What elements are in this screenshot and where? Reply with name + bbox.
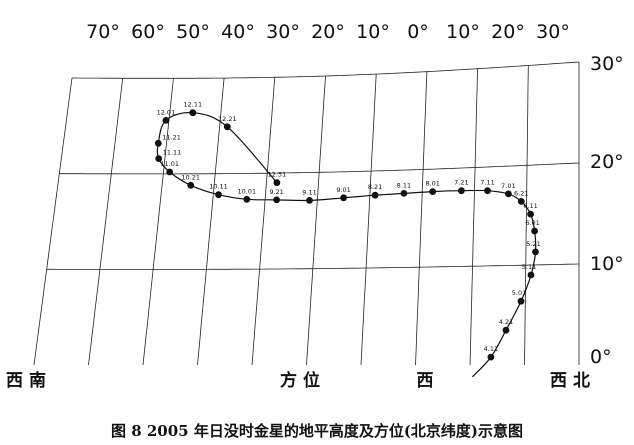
data-point [527, 271, 535, 279]
data-point [166, 168, 174, 176]
azimuth-gridline [142, 78, 174, 366]
azimuth-tick-label: 30° [536, 21, 570, 43]
azimuth-tick-label: 70° [86, 21, 120, 43]
data-point-label: 7.11 [480, 179, 494, 187]
azimuth-gridline [360, 74, 377, 366]
data-point-label: 10.01 [237, 187, 256, 195]
azimuth-gridline [415, 71, 428, 366]
data-point-label: 7.21 [454, 179, 468, 187]
azimuth-direction-label: 西 [417, 371, 434, 391]
data-point [505, 190, 512, 198]
data-point-label: 9.21 [269, 188, 283, 196]
data-point [458, 187, 465, 195]
altitude-tick-label: 20° [590, 151, 624, 173]
data-point [531, 227, 538, 235]
data-point-label: 12.11 [183, 101, 202, 109]
data-point [273, 196, 280, 204]
azimuth-tick-label: 20° [311, 21, 345, 43]
data-point [187, 181, 195, 189]
data-point-label: 9.01 [336, 186, 350, 194]
data-point [243, 195, 251, 203]
altitude-tick-label: 10° [590, 253, 624, 275]
data-point [371, 191, 379, 199]
azimuth-tick-label: 20° [491, 21, 525, 43]
azimuth-tick-label: 10° [446, 21, 480, 43]
data-point [155, 155, 163, 163]
data-point [517, 297, 525, 305]
data-point [154, 139, 162, 147]
azimuth-tick-label: 30° [266, 21, 300, 43]
chart-tick-labels: 70° 60° 50° 40° 30° 20° 10° 0° 10° 20° 30° 30° 20° 10… [86, 21, 624, 368]
data-point [189, 109, 197, 117]
data-point [273, 179, 281, 187]
data-point [532, 248, 539, 256]
data-point [527, 210, 534, 218]
azimuth-gridline [306, 75, 326, 366]
venus-track-line [156, 111, 537, 378]
data-point [400, 190, 408, 197]
chart-grid [33, 61, 580, 366]
azimuth-gridline [88, 78, 124, 366]
data-point-label: 12.31 [268, 171, 287, 179]
data-point-label: 10.11 [209, 183, 228, 191]
altitude-tick-label: 30° [590, 53, 624, 75]
data-point [223, 123, 231, 131]
azimuth-tick-label: 0° [407, 21, 429, 43]
data-point-label: 7.01 [501, 182, 515, 190]
data-point [517, 198, 525, 205]
data-point [306, 197, 313, 204]
data-point [162, 117, 170, 124]
data-point-label: 4.21 [499, 318, 513, 326]
azimuth-direction-label: 西 南 [6, 370, 46, 391]
azimuth-tick-label: 60° [131, 21, 165, 43]
data-point [502, 326, 510, 334]
altitude-gridline [59, 162, 580, 175]
figure-caption: 图 8 2005 年日没时金星的地平高度及方位(北京纬度)示意图 [110, 422, 524, 440]
data-point [429, 188, 437, 196]
data-point-label: 6.01 [525, 219, 539, 227]
chart-curve [156, 111, 537, 378]
altitude-tick-label: 0° [590, 346, 612, 368]
data-point-label: 9.11 [302, 188, 316, 196]
data-point-label: 8.11 [397, 181, 411, 189]
azimuth-gridline [524, 65, 529, 366]
data-point-label: 8.01 [425, 180, 439, 188]
azimuth-direction-label: 西 北 [550, 371, 590, 391]
azimuth-tick-label: 10° [356, 21, 390, 43]
data-point-label: 11.21 [162, 133, 181, 141]
azimuth-gridline [197, 78, 225, 366]
data-point [484, 187, 491, 195]
data-point-label: 6.21 [514, 189, 528, 197]
data-point-label: 5.21 [526, 240, 540, 248]
azimuth-gridline [251, 77, 276, 366]
data-point-label: 11.01 [160, 160, 179, 168]
altitude-gridline [72, 61, 580, 79]
altitude-gridline [46, 263, 580, 270]
data-point [215, 191, 222, 199]
data-point-label: 4.11 [484, 345, 498, 353]
data-point-label: 12.01 [157, 108, 176, 116]
data-point-label: 8.21 [368, 183, 382, 191]
data-point-label: 10.21 [181, 173, 200, 181]
data-point-label: 6.11 [523, 202, 537, 210]
data-point-label: 5.11 [522, 263, 536, 271]
data-point [340, 194, 347, 202]
data-point-label: 5.01 [512, 289, 526, 297]
azimuth-gridline [33, 77, 73, 366]
azimuth-tick-label: 40° [221, 21, 255, 43]
data-point [487, 353, 495, 361]
chart-points: 4.11 4.21 5.01 5.11 5.21 6.01 6.11 6.217.01 7.11… [154, 101, 541, 361]
azimuth-direction-label: 方 位 [280, 370, 320, 391]
data-point-label: 12.21 [218, 115, 237, 123]
azimuth-tick-label: 50° [176, 21, 210, 43]
azimuth-gridline [469, 68, 478, 366]
chart-azimuth-axis-labels: 西 南方 位西西 北 [6, 370, 590, 391]
data-point-label: 11.11 [163, 149, 182, 157]
